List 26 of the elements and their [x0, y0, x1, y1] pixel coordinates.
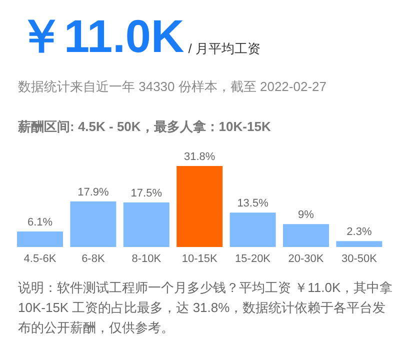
text: 薪酬区间: 4.5K - 50K，最多人拿：10K-15K	[18, 118, 271, 136]
x-tick-label: 30-50K	[341, 253, 378, 265]
bar	[230, 212, 276, 247]
x-tick-label: 15-20K	[235, 253, 272, 265]
x-tick-label: 20-30K	[288, 253, 324, 265]
data-label: 13.5%	[237, 198, 269, 210]
data-label: 17.5%	[130, 187, 162, 200]
text: 说明：软件测试工程师一个月多少钱？平均工资 ￥11.0K，其中拿 10K-15K 工资的占比最多，达 31.8%，数据统计依赖于各平台发布的公开薪酬，仅供参考。	[18, 279, 394, 337]
bar	[283, 224, 329, 247]
data-label: 6.1%	[27, 216, 53, 228]
chart-title: ￥11.0K	[18, 9, 184, 64]
text: 数据统计来自近一年 34330 份样本，截至 2022-02-27	[18, 78, 326, 96]
bar	[123, 202, 170, 247]
bar	[70, 201, 116, 247]
data-label: 9%	[298, 209, 314, 222]
x-tick-label: 4.5-6K	[24, 253, 57, 265]
x-tick-label: 10-15K	[182, 253, 218, 265]
x-tick-label: 8-10K	[132, 253, 162, 265]
data-label: 31.8%	[184, 151, 216, 163]
bar	[176, 166, 223, 247]
bar	[336, 241, 382, 247]
data-label: 17.9%	[78, 186, 110, 198]
data-label: 2.3%	[346, 226, 372, 238]
bar	[17, 231, 63, 247]
chart-subtitle: / 月平均工资	[188, 40, 260, 58]
x-tick-label: 6-8K	[82, 253, 106, 265]
